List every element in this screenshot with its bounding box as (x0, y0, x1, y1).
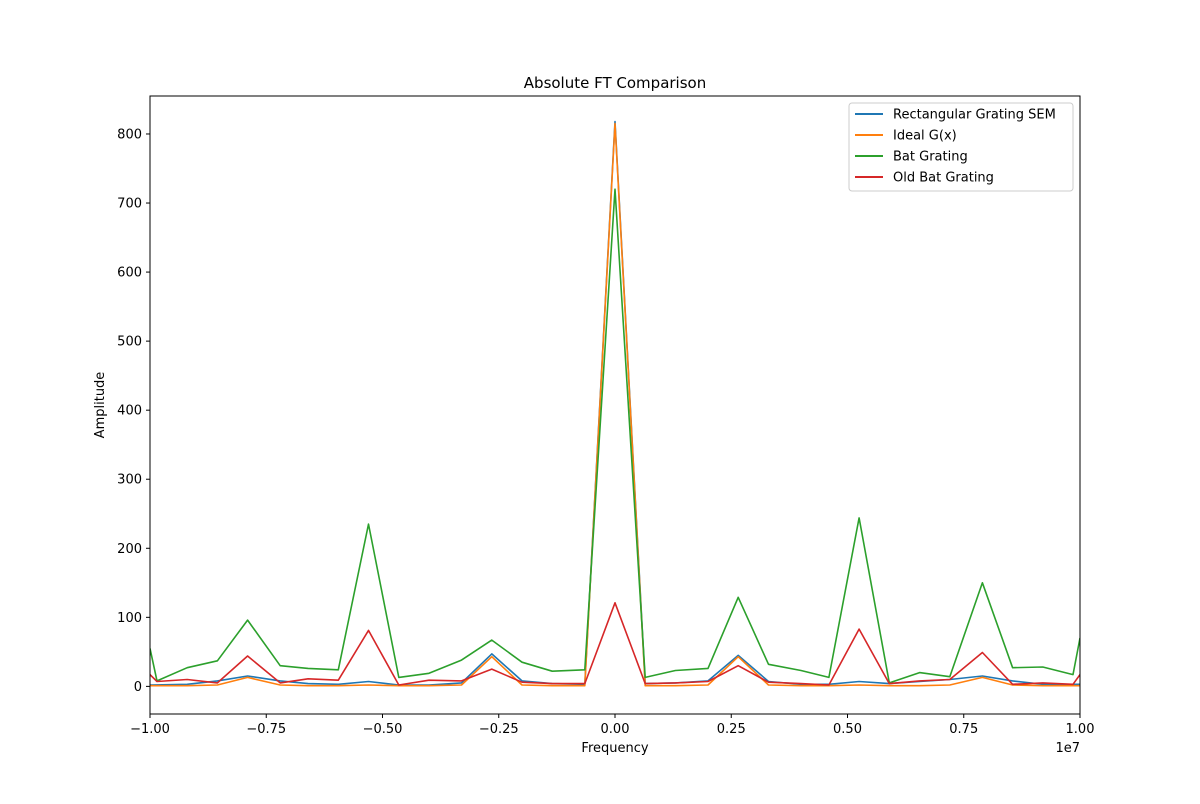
x-tick-label: −0.25 (479, 722, 519, 737)
y-tick-label: 100 (117, 611, 142, 626)
legend-items: Rectangular Grating SEM Ideal G(x) Bat Gra… (855, 108, 1056, 186)
x-axis-label: Frequency (581, 741, 648, 756)
y-tick-label: 800 (117, 127, 142, 142)
legend-label: Ideal G(x) (893, 129, 957, 144)
x-tick-label: 0.50 (833, 722, 862, 737)
x-tick-label: 1.00 (1066, 722, 1095, 737)
x-axis-offset-label: 1e7 (1055, 741, 1080, 756)
y-tick-label: 600 (117, 266, 142, 281)
x-tick-label: 0.00 (601, 722, 630, 737)
series-line-old-bat-grating (150, 602, 1080, 686)
legend-frame (848, 102, 1074, 192)
legend: Rectangular Grating SEM Ideal G(x) Bat Gra… (848, 102, 1074, 192)
series-line-ideal-g-x (150, 122, 1080, 687)
x-tick-label: −1.00 (130, 722, 170, 737)
y-tick-label: 500 (117, 335, 142, 350)
chart-title: Absolute FT Comparison (524, 74, 706, 92)
x-axis-ticks: −1.00 −0.75 −0.50 −0.25 0.00 0.25 0.50 0.75 1.00 (130, 714, 1094, 737)
legend-label: Old Bat Grating (893, 171, 994, 186)
series-line-bat-grating (150, 188, 1080, 684)
x-tick-label: −0.75 (246, 722, 286, 737)
x-tick-label: 0.75 (949, 722, 978, 737)
y-tick-label: 300 (117, 473, 142, 488)
x-tick-label: −0.50 (363, 722, 403, 737)
x-tick-label: 0.25 (717, 722, 746, 737)
y-tick-label: 200 (117, 542, 142, 557)
legend-label: Bat Grating (893, 150, 968, 165)
series-layer (150, 120, 1080, 687)
y-axis-label: Amplitude (93, 372, 108, 439)
legend-label: Rectangular Grating SEM (893, 108, 1056, 123)
y-tick-label: 700 (117, 197, 142, 212)
y-tick-label: 0 (134, 680, 142, 695)
y-tick-label: 400 (117, 404, 142, 419)
y-axis-ticks: 0 100 200 300 400 500 600 700 800 (117, 127, 150, 695)
